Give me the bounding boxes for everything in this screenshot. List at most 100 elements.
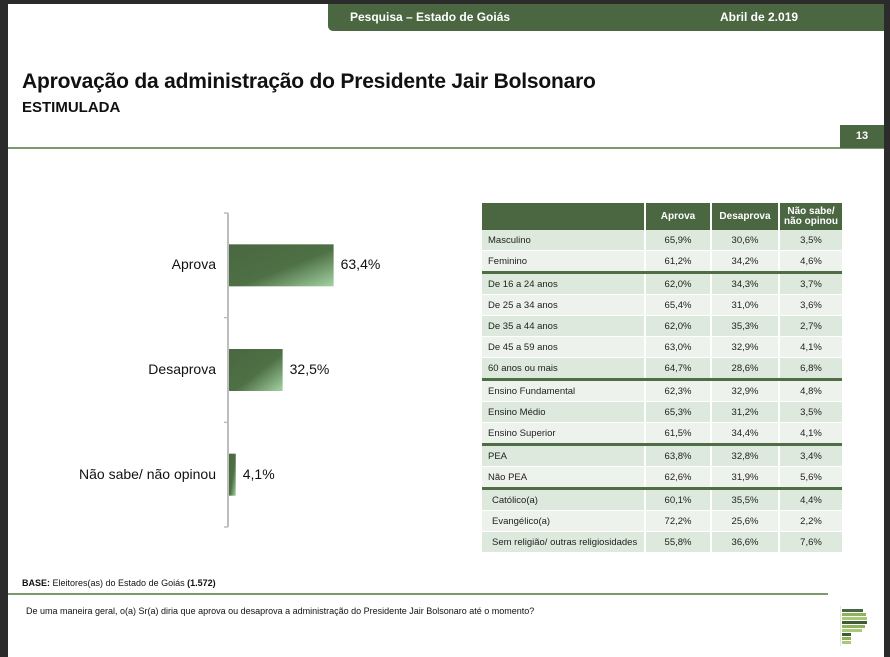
table-row: De 35 a 44 anos 62,0% 35,3% 2,7% [482,315,842,337]
cell-nao-sabe: 7,6% [779,531,842,553]
cell-nao-sabe: 5,6% [779,466,842,489]
base-label: BASE: [22,578,51,588]
header-nao-sabe-line1: Não sabe/ [787,205,835,217]
row-label: De 25 a 34 anos [482,294,646,316]
row-label: PEA [482,443,646,467]
table-row: De 25 a 34 anos 65,4% 31,0% 3,6% [482,294,842,316]
page-title: Aprovação da administração do Presidente… [22,70,596,93]
slide: Pesquisa – Estado de Goiás Abril de 2.01… [8,4,884,657]
row-label: De 45 a 59 anos [482,336,646,358]
cell-nao-sabe: 4,1% [779,422,842,445]
cell-nao-sabe: 4,4% [779,487,842,511]
cell-aprova: 63,8% [645,443,712,467]
cell-desaprova: 36,6% [711,531,780,553]
header-nao-sabe-line2: não opinou [784,215,838,227]
row-label: Sem religião/ outras religiosidades [482,531,646,553]
table-row: De 16 a 24 anos 62,0% 34,3% 3,7% [482,271,842,295]
base-note: BASE: Eleitores(as) do Estado de Goiás (… [22,578,216,588]
header-bar: Pesquisa – Estado de Goiás Abril de 2.01… [328,4,884,31]
footer-divider [8,593,828,595]
cell-desaprova: 30,6% [711,230,780,251]
cell-aprova: 62,6% [645,466,712,489]
cell-desaprova: 25,6% [711,510,780,532]
row-label: De 16 a 24 anos [482,271,646,295]
row-label: Masculino [482,230,646,251]
base-count: (1.572) [187,578,216,588]
table-row: Ensino Fundamental 62,3% 32,9% 4,8% [482,378,842,402]
cell-aprova: 60,1% [645,487,712,511]
row-label: Ensino Superior [482,422,646,445]
page-number: 13 [840,125,884,148]
header-nao-sabe: Não sabe/ não opinou [779,203,842,230]
survey-question: De uma maneira geral, o(a) Sr(a) diria q… [26,606,535,616]
cell-aprova: 63,0% [645,336,712,358]
header-desaprova: Desaprova [711,203,780,230]
pollster-logo-icon [840,606,867,646]
crosstab-table: Aprova Desaprova Não sabe/ não opinou Ma… [482,203,842,553]
row-label: Não PEA [482,466,646,489]
cell-desaprova: 32,9% [711,378,780,402]
cell-aprova: 64,7% [645,357,712,380]
cell-nao-sabe: 2,7% [779,315,842,337]
table-row: 60 anos ou mais 64,7% 28,6% 6,8% [482,357,842,380]
table-row: PEA 63,8% 32,8% 3,4% [482,443,842,467]
table-row: Feminino 61,2% 34,2% 4,6% [482,250,842,273]
cell-desaprova: 28,6% [711,357,780,380]
row-label: Evangélico(a) [482,510,646,532]
cell-nao-sabe: 3,6% [779,294,842,316]
row-label: De 35 a 44 anos [482,315,646,337]
data-label: 4,1% [242,465,275,482]
bar-1 [229,349,283,391]
cell-nao-sabe: 3,5% [779,401,842,423]
cell-desaprova: 35,3% [711,315,780,337]
cell-desaprova: 32,8% [711,443,780,467]
cell-aprova: 62,0% [645,315,712,337]
table-row: Sem religião/ outras religiosidades 55,8%… [482,531,842,553]
cell-desaprova: 32,9% [711,336,780,358]
cell-desaprova: 35,5% [711,487,780,511]
table-row: Masculino 65,9% 30,6% 3,5% [482,230,842,251]
title-divider [8,147,884,149]
row-label: 60 anos ou mais [482,357,646,380]
table-row: Católico(a) 60,1% 35,5% 4,4% [482,487,842,511]
header-aprova: Aprova [645,203,712,230]
approval-bar-chart: Aprova 63,4% Desaprova 32,5% Não sabe/ não o… [8,4,488,564]
table-row: De 45 a 59 anos 63,0% 32,9% 4,1% [482,336,842,358]
row-label: Feminino [482,250,646,273]
survey-date: Abril de 2.019 [720,10,799,24]
row-label: Ensino Fundamental [482,378,646,402]
survey-name: Pesquisa – Estado de Goiás [350,10,511,24]
row-label: Ensino Médio [482,401,646,423]
cell-nao-sabe: 4,6% [779,250,842,273]
category-label: Aprova [171,256,216,273]
cell-nao-sabe: 3,5% [779,230,842,251]
cell-aprova: 65,9% [645,230,712,251]
chart-canvas [224,212,334,528]
cell-aprova: 61,5% [645,422,712,445]
table-header-row: Aprova Desaprova Não sabe/ não opinou [482,203,842,230]
cell-aprova: 61,2% [645,250,712,273]
bar-2 [229,453,236,496]
cell-aprova: 72,2% [645,510,712,532]
data-label: 63,4% [340,256,381,273]
cell-aprova: 65,3% [645,401,712,423]
cell-aprova: 55,8% [645,531,712,553]
base-text: Eleitores(as) do Estado de Goiás [50,578,188,588]
cell-desaprova: 31,0% [711,294,780,316]
cell-desaprova: 34,2% [711,250,780,273]
table-row: Evangélico(a) 72,2% 25,6% 2,2% [482,510,842,532]
table-body: Masculino 65,9% 30,6% 3,5% Feminino 61,2% 34,2… [482,230,842,553]
bar-0 [229,244,334,287]
cell-aprova: 62,3% [645,378,712,402]
cell-nao-sabe: 3,7% [779,271,842,295]
category-label: Desaprova [148,361,216,377]
table-row: Não PEA 62,6% 31,9% 5,6% [482,466,842,489]
cell-nao-sabe: 6,8% [779,357,842,380]
table-row: Ensino Médio 65,3% 31,2% 3,5% [482,401,842,423]
cell-desaprova: 34,3% [711,271,780,295]
table-row: Ensino Superior 61,5% 34,4% 4,1% [482,422,842,445]
cell-desaprova: 34,4% [711,422,780,445]
cell-nao-sabe: 2,2% [779,510,842,532]
cell-desaprova: 31,2% [711,401,780,423]
cell-aprova: 65,4% [645,294,712,316]
